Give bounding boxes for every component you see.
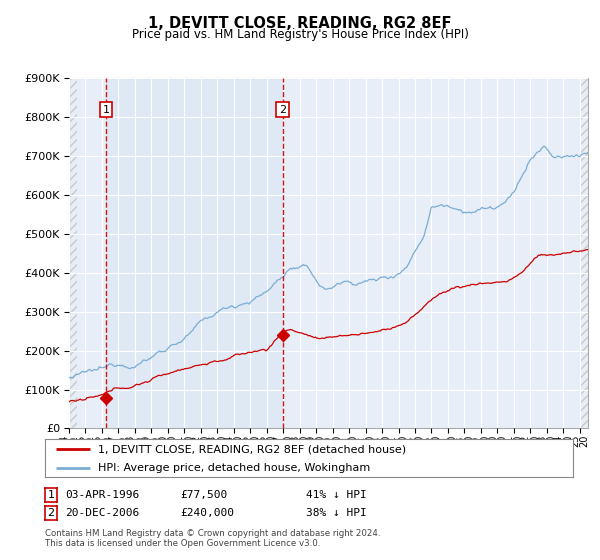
Bar bbox=[69, 78, 77, 428]
Text: Contains HM Land Registry data © Crown copyright and database right 2024.: Contains HM Land Registry data © Crown c… bbox=[45, 529, 380, 538]
Text: 1, DEVITT CLOSE, READING, RG2 8EF (detached house): 1, DEVITT CLOSE, READING, RG2 8EF (detac… bbox=[98, 444, 406, 454]
Text: 2: 2 bbox=[47, 508, 55, 518]
Text: 2: 2 bbox=[279, 105, 286, 114]
Text: This data is licensed under the Open Government Licence v3.0.: This data is licensed under the Open Gov… bbox=[45, 539, 320, 548]
Text: £77,500: £77,500 bbox=[180, 490, 227, 500]
Text: Price paid vs. HM Land Registry's House Price Index (HPI): Price paid vs. HM Land Registry's House … bbox=[131, 28, 469, 41]
Bar bbox=[69, 78, 77, 428]
Text: 20-DEC-2006: 20-DEC-2006 bbox=[65, 508, 139, 518]
Bar bbox=[580, 78, 588, 428]
Bar bbox=[580, 78, 588, 428]
Text: 1: 1 bbox=[47, 490, 55, 500]
Text: 38% ↓ HPI: 38% ↓ HPI bbox=[306, 508, 367, 518]
Text: £240,000: £240,000 bbox=[180, 508, 234, 518]
Text: 03-APR-1996: 03-APR-1996 bbox=[65, 490, 139, 500]
Text: 41% ↓ HPI: 41% ↓ HPI bbox=[306, 490, 367, 500]
Text: 1: 1 bbox=[103, 105, 110, 114]
Text: HPI: Average price, detached house, Wokingham: HPI: Average price, detached house, Woki… bbox=[98, 463, 370, 473]
Text: 1, DEVITT CLOSE, READING, RG2 8EF: 1, DEVITT CLOSE, READING, RG2 8EF bbox=[148, 16, 452, 31]
Bar bbox=[106, 78, 283, 428]
